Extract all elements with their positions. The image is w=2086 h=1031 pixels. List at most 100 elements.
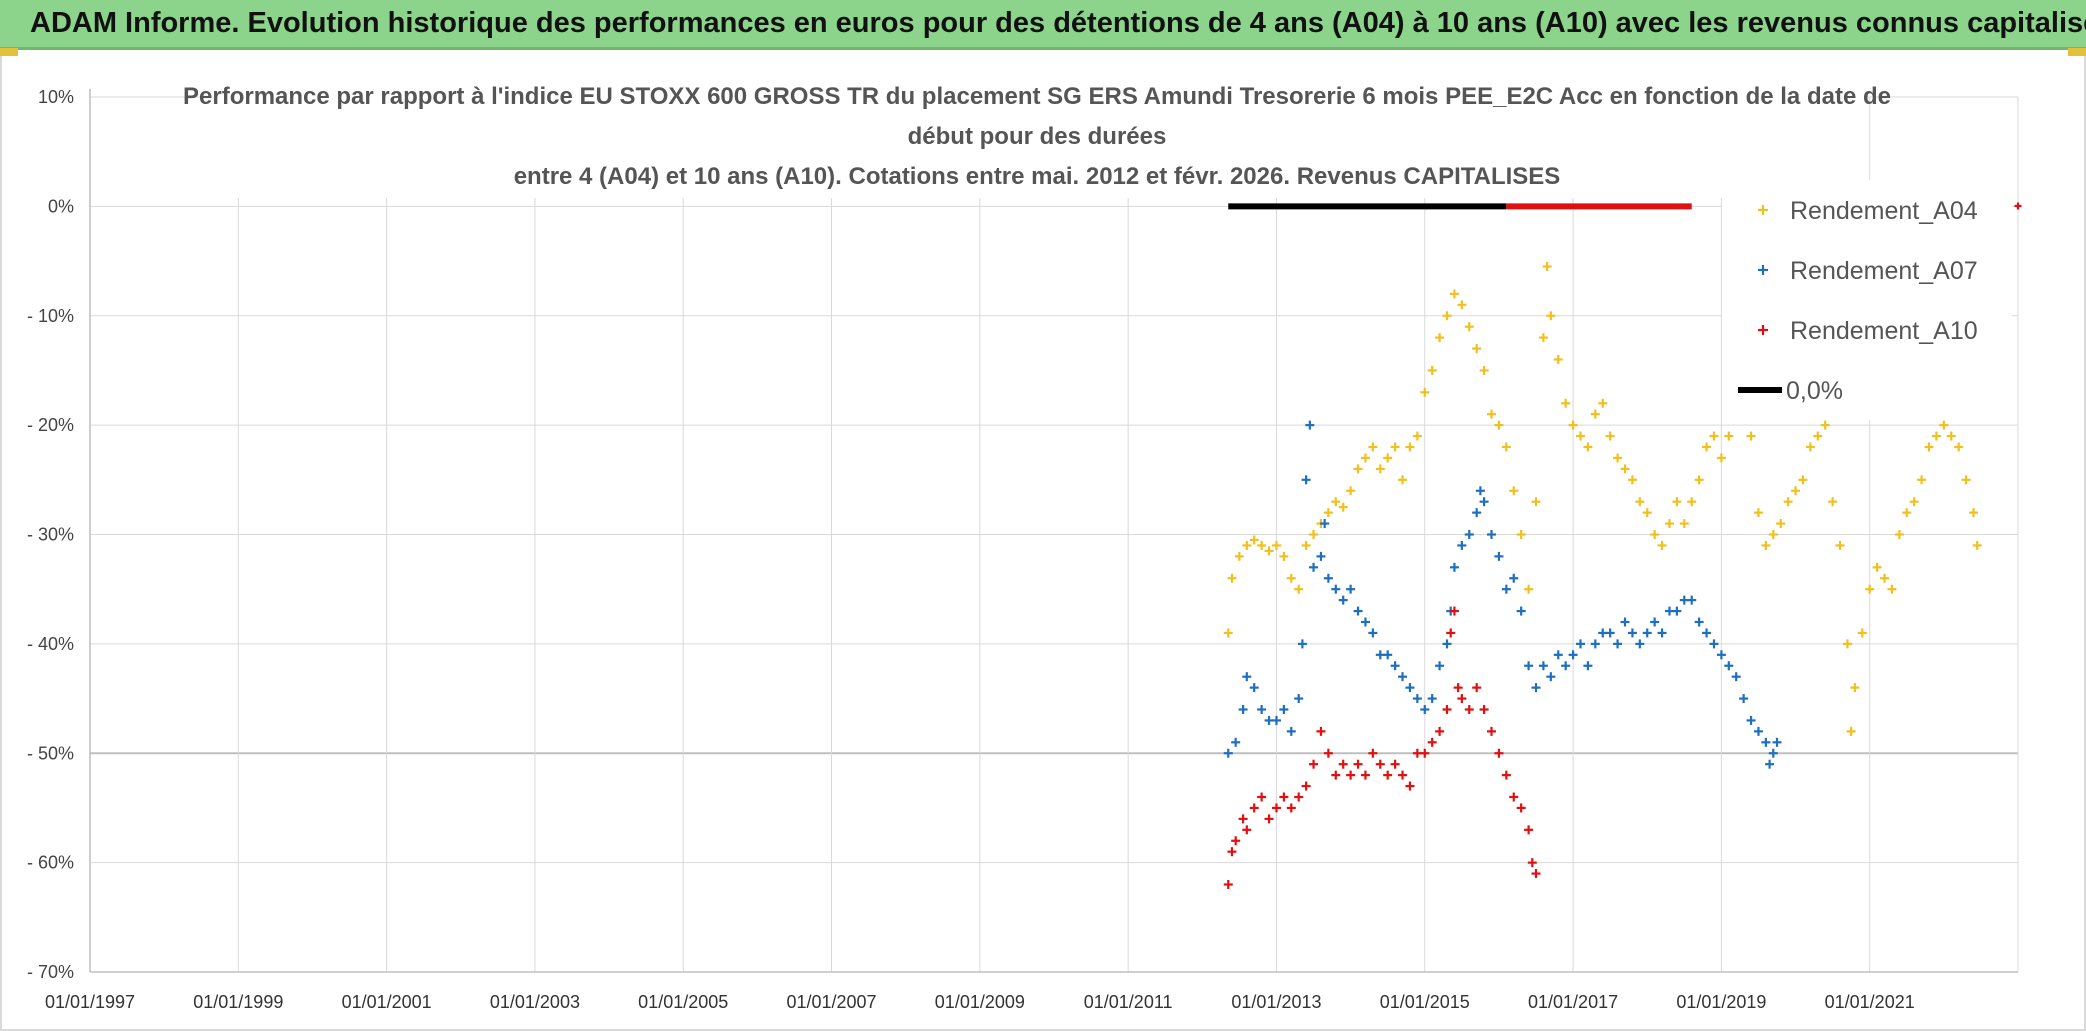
point-a07: [1583, 661, 1593, 671]
point-a04: [1924, 442, 1934, 452]
point-a10: [1457, 694, 1467, 704]
point-a07: [1338, 595, 1348, 605]
point-a04: [1605, 431, 1615, 441]
point-a10: [1309, 759, 1319, 769]
point-a04: [1279, 551, 1289, 561]
y-tick-label: - 40%: [27, 634, 74, 654]
point-a07: [1297, 639, 1307, 649]
point-a04: [1457, 300, 1467, 310]
point-a07: [1398, 672, 1408, 682]
legend-label: Rendement_A10: [1790, 317, 1978, 345]
point-a04: [1620, 464, 1630, 474]
point-a04: [1294, 584, 1304, 594]
chart-title-line: Performance par rapport à l'indice EU ST…: [183, 83, 1891, 110]
point-a04: [1813, 431, 1823, 441]
point-a07: [1772, 737, 1782, 747]
point-a04: [1783, 497, 1793, 507]
point-a04: [1323, 508, 1333, 518]
point-a10: [1516, 803, 1526, 813]
point-a04: [1435, 333, 1445, 343]
point-a04: [1542, 262, 1552, 272]
point-a07: [1301, 475, 1311, 485]
point-a10: [1531, 869, 1541, 879]
point-a07: [1724, 661, 1734, 671]
point-a04: [1842, 639, 1852, 649]
point-a10: [1494, 748, 1504, 758]
point-a07: [1316, 551, 1326, 561]
point-a04: [1724, 431, 1734, 441]
point-a10: [1509, 792, 1519, 802]
point-a04: [1613, 453, 1623, 463]
point-a10: [1398, 770, 1408, 780]
legend-marker: [1758, 325, 1768, 335]
point-a04: [1427, 365, 1437, 375]
point-a04: [1420, 387, 1430, 397]
point-a04: [1479, 365, 1489, 375]
point-a10: [1487, 726, 1497, 736]
point-a10: [1383, 770, 1393, 780]
point-a07: [1320, 519, 1330, 529]
point-a04: [1264, 546, 1274, 556]
point-a07: [1650, 617, 1660, 627]
point-a07: [1383, 650, 1393, 660]
point-a04: [1331, 497, 1341, 507]
point-a07: [1627, 628, 1637, 638]
point-a04: [1375, 464, 1385, 474]
point-a04: [1969, 508, 1979, 518]
y-tick-label: 10%: [38, 87, 74, 107]
point-a04: [1442, 311, 1452, 321]
point-a10: [1390, 759, 1400, 769]
point-a07: [1613, 639, 1623, 649]
chart-title-line: entre 4 (A04) et 10 ans (A10). Cotations…: [514, 163, 1561, 190]
point-a10: [1323, 748, 1333, 758]
point-a07: [1702, 628, 1712, 638]
chart-title-block: Performance par rapport à l'indice EU ST…: [183, 74, 1891, 198]
point-a07: [1716, 650, 1726, 660]
point-a07: [1257, 705, 1267, 714]
point-a10: [1294, 792, 1304, 802]
point-a04: [1271, 540, 1281, 550]
point-a07: [1575, 639, 1585, 649]
point-a07: [1568, 650, 1578, 660]
point-a04: [1917, 475, 1927, 485]
point-a04: [1931, 431, 1941, 441]
point-a07: [1635, 639, 1645, 649]
point-a07: [1509, 573, 1519, 583]
point-a07: [1561, 661, 1571, 671]
point-a04: [1223, 628, 1233, 638]
point-a07: [1412, 694, 1422, 704]
x-tick-label: 01/01/1999: [193, 992, 283, 1012]
point-a07: [1271, 715, 1281, 725]
point-a07: [1761, 737, 1771, 747]
point-a04: [1383, 453, 1393, 463]
point-a10: [1279, 792, 1289, 802]
legend-item-a04: Rendement_A04: [1758, 197, 1978, 225]
point-a07: [1279, 705, 1289, 714]
point-a10: [1420, 748, 1430, 758]
point-a07: [1765, 759, 1775, 769]
point-a07: [1353, 606, 1363, 616]
point-a07: [1494, 551, 1504, 561]
point-a07: [1427, 694, 1437, 704]
point-a10: [1316, 726, 1326, 736]
x-tick-label: 01/01/2011: [1084, 992, 1173, 1012]
point-a10: [1360, 770, 1370, 780]
x-tick-label: 01/01/2015: [1380, 992, 1470, 1012]
point-a10: [1368, 748, 1378, 758]
data-layer: [1223, 202, 2022, 889]
point-a07: [1331, 584, 1341, 594]
y-tick-label: - 10%: [27, 306, 74, 326]
point-a10: [1249, 803, 1259, 813]
point-a04: [1590, 409, 1600, 419]
point-a07: [1768, 748, 1778, 758]
legend-backdrop: [1722, 180, 2012, 420]
point-a10: [1338, 759, 1348, 769]
point-a07: [1249, 683, 1259, 693]
point-a04: [1487, 409, 1497, 419]
point-a04: [1753, 508, 1763, 518]
y-tick-label: - 50%: [27, 743, 74, 763]
point-a10: [1353, 759, 1363, 769]
point-a07: [1346, 584, 1356, 594]
point-a07: [1524, 661, 1534, 671]
